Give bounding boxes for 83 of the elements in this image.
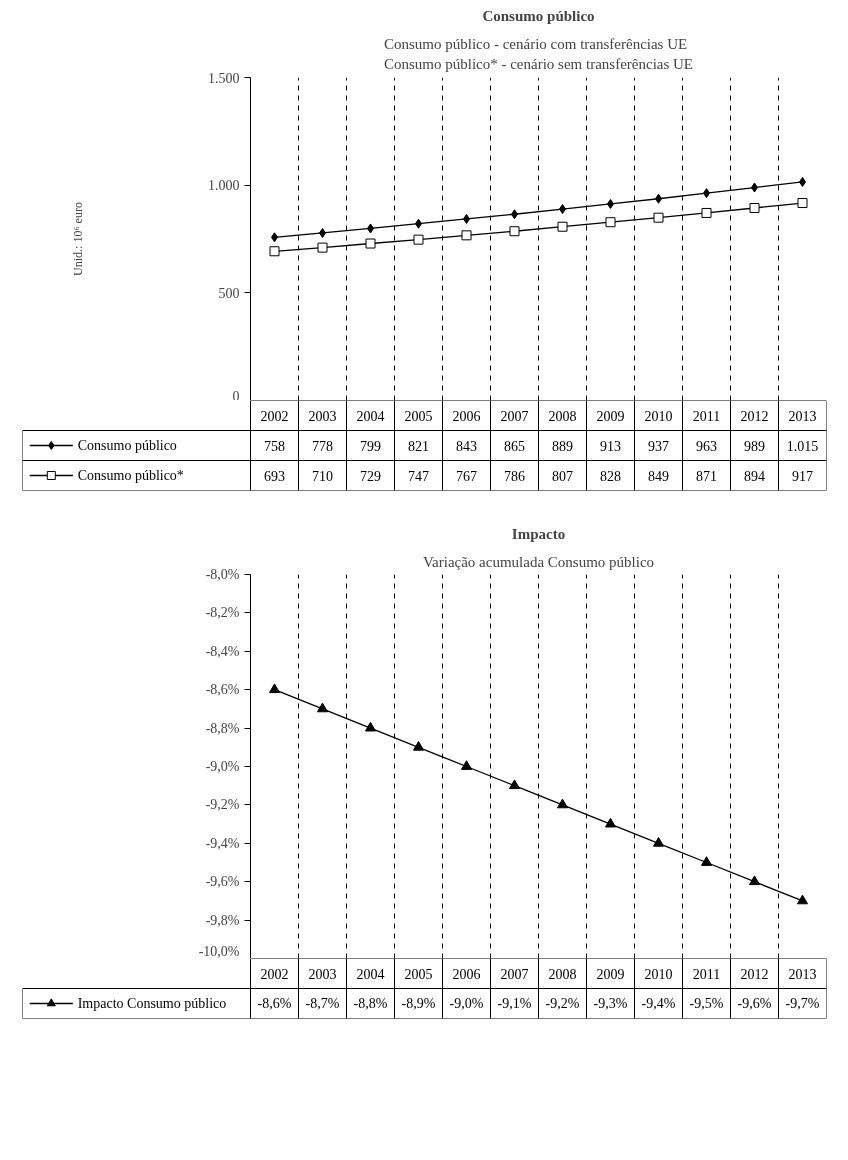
data-label: -9,2% [545, 996, 580, 1011]
data-label: 865 [504, 438, 525, 454]
x-tick-label: 2009 [596, 966, 625, 982]
legend-label: Impacto Consumo público [77, 996, 227, 1011]
data-label: -9,0% [449, 996, 484, 1011]
data-label: 758 [264, 438, 285, 454]
y-tick-label: -8,8% [205, 720, 240, 736]
x-tick-label: 2008 [548, 966, 577, 982]
data-label: 778 [312, 438, 333, 454]
x-tick-label: 2012 [740, 966, 769, 982]
x-tick-label: 2005 [404, 408, 433, 424]
chart-subtitle: Consumo público - cenário com transferências UE Consumo público* - cenário sem transferências UE [383, 35, 694, 73]
data-label: 894 [744, 468, 765, 484]
y-tick-label: -8,0% [205, 567, 240, 582]
data-label: 1.015 [786, 438, 819, 454]
y-tick-label: -9,0% [205, 759, 240, 774]
data-label: 710 [312, 468, 333, 484]
data-label: 729 [360, 468, 381, 484]
chart-title: Impacto [511, 525, 566, 542]
x-tick-label: 2003 [308, 966, 337, 982]
y-tick-label: -8,4% [205, 643, 240, 659]
legend-label: Consumo público [77, 438, 177, 453]
data-label: 747 [408, 468, 429, 484]
x-tick-label: 2002 [260, 408, 289, 424]
data-label: 963 [696, 438, 717, 454]
y-tick-label: 1.000 [208, 178, 240, 194]
x-tick-label: 2009 [596, 408, 625, 424]
x-tick-label: 2013 [788, 408, 817, 424]
x-tick-label: 2006 [452, 408, 481, 424]
data-label: -8,7% [305, 996, 340, 1011]
data-label: 828 [600, 468, 621, 484]
y-tick-label: 500 [218, 285, 240, 301]
x-tick-label: 2005 [404, 966, 433, 982]
data-label: -8,6% [257, 996, 292, 1011]
x-tick-label: 2010 [644, 408, 673, 424]
chart-title: Consumo público [482, 7, 595, 24]
y-tick-label: 0 [232, 388, 240, 404]
x-tick-label: 2013 [788, 966, 817, 982]
data-label: 843 [456, 438, 477, 454]
chart-subtitle: Variação acumulada Consumo público [422, 553, 655, 570]
x-tick-label: 2002 [260, 966, 289, 982]
data-label: 693 [264, 468, 285, 484]
x-tick-label: 2004 [356, 408, 385, 424]
x-tick-label: 2006 [452, 966, 481, 982]
data-label: -8,9% [401, 996, 436, 1011]
data-label: 917 [792, 468, 813, 484]
data-label: -8,8% [353, 996, 388, 1011]
y-tick-label: -9,2% [205, 797, 240, 813]
data-label: 807 [552, 468, 573, 484]
y-tick-label: -9,4% [205, 835, 240, 851]
x-tick-label: 2011 [692, 966, 721, 982]
y-tick-label: -8,6% [205, 682, 240, 698]
x-tick-label: 2007 [500, 966, 529, 982]
data-label: -9,3% [593, 996, 628, 1011]
x-tick-label: 2008 [548, 408, 577, 424]
x-tick-label: 2011 [692, 408, 721, 424]
x-tick-label: 2004 [356, 966, 385, 982]
data-label: 871 [696, 468, 717, 484]
x-tick-label: 2012 [740, 408, 769, 424]
data-label: 786 [504, 468, 525, 484]
data-label: 937 [648, 438, 669, 454]
x-tick-label: 2007 [500, 408, 529, 424]
x-tick-label: 2003 [308, 408, 337, 424]
data-label: -9,6% [737, 996, 772, 1011]
y-tick-label: 1.500 [208, 70, 240, 86]
y-tick-label: -8,2% [205, 605, 240, 621]
x-tick-label: 2010 [644, 966, 673, 982]
y-tick-label: -9,8% [205, 912, 240, 928]
data-label: -9,7% [785, 996, 820, 1011]
data-label: -9,4% [641, 996, 676, 1011]
y-axis-title: Unid.: 10⁶ euro [71, 202, 85, 276]
data-label: 889 [552, 438, 573, 454]
data-label: 767 [456, 468, 477, 484]
legend-label: Consumo público* [77, 468, 184, 483]
data-label: 849 [648, 468, 669, 484]
data-label: 799 [360, 438, 381, 454]
y-tick-label: -10,0% [198, 943, 240, 959]
y-tick-label: -9,6% [205, 874, 240, 890]
data-label: 989 [744, 438, 765, 454]
data-label: -9,1% [497, 996, 532, 1011]
data-label: 821 [408, 438, 429, 454]
data-label: 913 [600, 438, 621, 454]
data-label: -9,5% [689, 996, 724, 1011]
